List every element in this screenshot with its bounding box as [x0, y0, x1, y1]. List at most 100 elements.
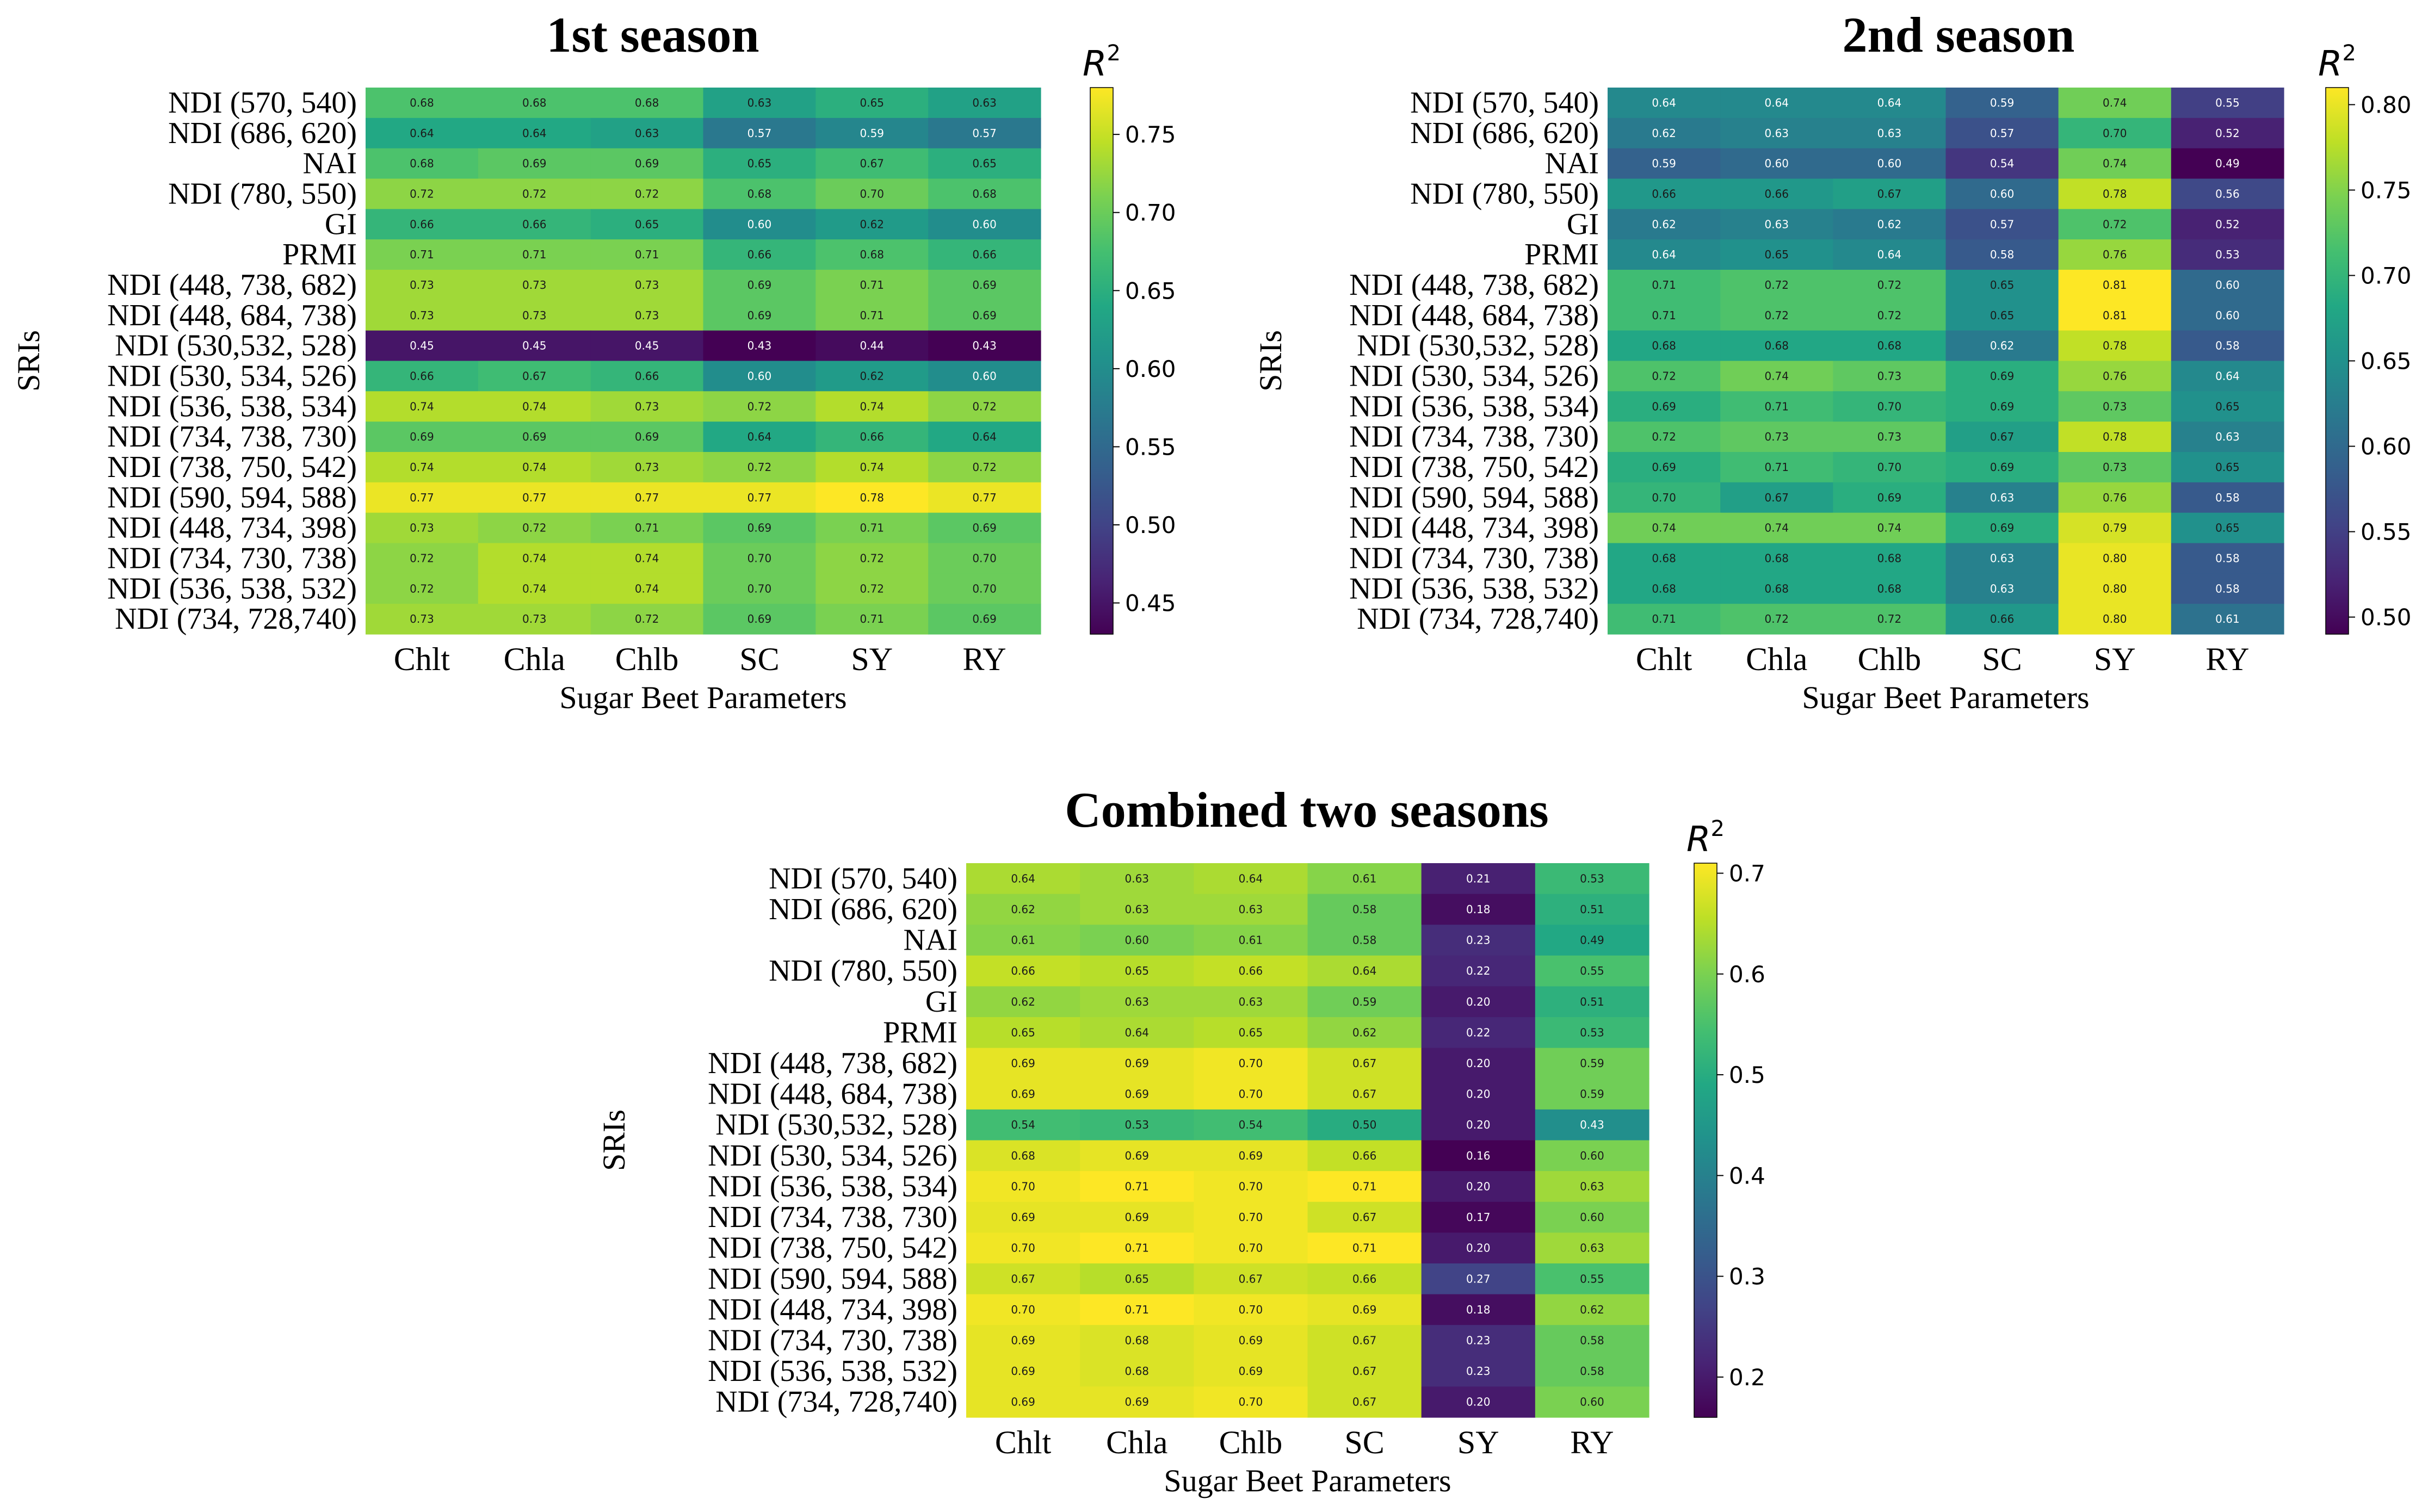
- cell-value-label: 0.58: [1580, 1334, 1604, 1347]
- heatmap-cell: [478, 422, 591, 453]
- cell-value-label: 0.22: [1466, 1026, 1491, 1039]
- heatmap-cell: [815, 270, 929, 301]
- cell-value-label: 0.69: [1124, 1211, 1149, 1224]
- cell-value-label: 0.72: [972, 400, 997, 413]
- cell-value-label: 0.43: [1580, 1118, 1604, 1131]
- heatmap-cell: [478, 300, 591, 331]
- cell-value-label: 0.70: [1239, 1396, 1263, 1409]
- cell-value-label: 0.69: [1990, 461, 2015, 474]
- cell-value-label: 0.66: [972, 248, 997, 261]
- heatmap-cell: [1307, 1325, 1422, 1356]
- row-tick-label: NDI (590, 594, 588): [107, 481, 357, 515]
- colorbar-tick-label: 0.7: [1729, 860, 1765, 887]
- cell-value-label: 0.72: [1764, 278, 1789, 292]
- heatmap-cell: [2171, 178, 2284, 209]
- colorbar-tick-label: 0.3: [1729, 1263, 1765, 1290]
- cell-value-label: 0.77: [972, 491, 997, 504]
- cell-value-label: 0.74: [522, 582, 547, 595]
- cell-value-label: 0.63: [2215, 430, 2240, 443]
- cell-value-label: 0.65: [1124, 964, 1149, 977]
- heatmap-cell: [1608, 300, 1721, 331]
- cell-value-label: 0.65: [972, 157, 997, 170]
- cell-value-label: 0.73: [635, 309, 659, 322]
- cell-value-label: 0.57: [747, 127, 772, 140]
- cell-value-label: 0.73: [635, 461, 659, 474]
- heatmap-cell: [2171, 361, 2284, 392]
- heatmap-cell: [2058, 361, 2172, 392]
- cell-value-label: 0.66: [410, 369, 434, 382]
- column-tick-label: Chla: [1746, 641, 1807, 677]
- cell-value-label: 0.77: [635, 491, 659, 504]
- cell-value-label: 0.58: [1352, 934, 1377, 947]
- cell-value-label: 0.67: [1011, 1272, 1035, 1285]
- heatmap-cell: [590, 270, 704, 301]
- cell-value-label: 0.59: [1652, 157, 1676, 170]
- heatmap-cell: [1421, 1109, 1536, 1141]
- heatmap-cell: [1080, 1201, 1194, 1233]
- cell-value-label: 0.63: [1239, 903, 1263, 916]
- heatmap-cell: [1535, 1079, 1649, 1110]
- colorbar-tick-label: 0.50: [2361, 604, 2412, 631]
- colorbar-tick-label: 0.55: [1125, 433, 1176, 460]
- row-tick-label: NDI (734, 728,740): [715, 1385, 957, 1419]
- heatmap-cell: [1194, 1386, 1308, 1418]
- y-axis-label: SRIs: [1253, 330, 1288, 392]
- heatmap-cell: [1608, 604, 1721, 635]
- cell-value-label: 0.72: [1877, 612, 1902, 625]
- cell-value-label: 0.62: [1990, 339, 2015, 352]
- heatmap-cell: [1833, 117, 1947, 149]
- column-tick-label: SC: [739, 641, 779, 677]
- heatmap-cell: [1421, 1048, 1536, 1079]
- heatmap-cell: [1307, 1171, 1422, 1203]
- cell-value-label: 0.74: [635, 582, 659, 595]
- cell-value-label: 0.69: [1239, 1334, 1263, 1347]
- colorbar-tick-label: 0.4: [1729, 1162, 1765, 1189]
- cell-value-label: 0.73: [410, 309, 434, 322]
- heatmap-cell: [928, 422, 1041, 453]
- cell-value-label: 0.66: [1652, 187, 1676, 200]
- cell-value-label: 0.70: [1652, 491, 1676, 504]
- column-tick-label: Chla: [504, 641, 565, 677]
- cell-value-label: 0.68: [972, 187, 997, 200]
- cell-value-label: 0.72: [522, 187, 547, 200]
- row-tick-label: PRMI: [1524, 238, 1599, 271]
- heatmap-cell: [478, 209, 591, 240]
- colorbar: [1090, 87, 1114, 635]
- row-tick-label: NDI (570, 540): [769, 862, 957, 895]
- cell-value-label: 0.72: [635, 612, 659, 625]
- cell-value-label: 0.71: [1652, 612, 1676, 625]
- colorbar-tick-label: 0.6: [1729, 961, 1765, 988]
- cell-value-label: 0.68: [410, 96, 434, 109]
- cell-value-label: 0.73: [2103, 400, 2127, 413]
- cell-value-label: 0.54: [1239, 1118, 1263, 1131]
- heatmap-cell: [1608, 209, 1721, 240]
- heatmap-cell: [928, 452, 1041, 483]
- cell-value-label: 0.72: [1764, 309, 1789, 322]
- cell-value-label: 0.70: [747, 551, 772, 565]
- heatmap-cell: [478, 117, 591, 149]
- cell-value-label: 0.62: [1652, 218, 1676, 231]
- cell-value-label: 0.60: [972, 369, 997, 382]
- cell-value-label: 0.55: [1580, 964, 1604, 977]
- heatmap-cell: [1720, 573, 1833, 604]
- heatmap-cell: [366, 543, 479, 574]
- cell-value-label: 0.50: [1352, 1118, 1377, 1131]
- heatmap-cell: [1833, 178, 1947, 209]
- x-axis-label: Sugar Beet Parameters: [1164, 1463, 1451, 1498]
- heatmap-cell: [815, 239, 929, 270]
- cell-value-label: 0.71: [635, 522, 659, 535]
- heatmap-cell: [478, 330, 591, 362]
- colorbar-title-base: R: [2318, 44, 2342, 84]
- heatmap-cell: [1945, 573, 2059, 604]
- heatmap-cell: [1608, 88, 1721, 119]
- cell-value-label: 0.66: [1011, 964, 1035, 977]
- heatmap-cell: [1833, 452, 1947, 483]
- heatmap-cell: [928, 330, 1041, 362]
- heatmap-cell: [366, 239, 479, 270]
- heatmap-cell: [1307, 1079, 1422, 1110]
- cell-value-label: 0.66: [1352, 1149, 1377, 1162]
- cell-value-label: 0.80: [2103, 551, 2127, 565]
- cell-value-label: 0.61: [1011, 934, 1035, 947]
- heatmap-cell: [1833, 330, 1947, 362]
- cell-value-label: 0.72: [747, 461, 772, 474]
